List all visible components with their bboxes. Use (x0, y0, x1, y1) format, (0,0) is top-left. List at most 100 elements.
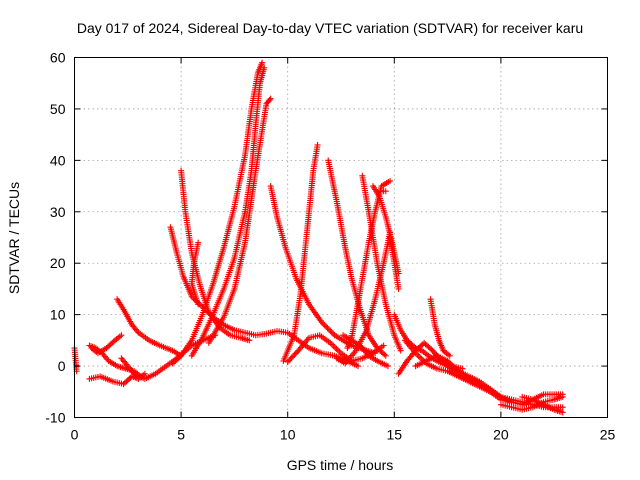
data-point (381, 351, 388, 358)
data-point (559, 409, 566, 416)
data-point (331, 344, 338, 351)
data-point (294, 349, 301, 356)
data-point (382, 352, 389, 359)
data-point (118, 332, 125, 339)
data-point (176, 354, 183, 361)
data-point (195, 301, 202, 308)
data-point (106, 342, 113, 349)
data-point (446, 352, 453, 359)
data-point (169, 360, 176, 367)
data-point (292, 350, 299, 357)
data-point (321, 322, 328, 329)
data-point (324, 325, 331, 332)
series-arc-5 (114, 296, 185, 359)
data-point (320, 320, 327, 327)
data-point (107, 341, 114, 348)
data-point (330, 342, 337, 349)
data-point (459, 365, 466, 372)
data-point (197, 302, 204, 309)
data-point (284, 358, 291, 365)
data-point (327, 327, 334, 334)
data-point (124, 377, 131, 384)
data-point (379, 350, 386, 357)
chart-title: Day 017 of 2024, Sidereal Day-to-day VTE… (77, 20, 583, 36)
data-point (559, 404, 566, 411)
data-point (328, 341, 335, 348)
series-arc-30 (487, 388, 566, 408)
data-point (103, 345, 110, 352)
data-point (382, 188, 389, 195)
data-point (141, 370, 148, 377)
data-point (328, 329, 335, 336)
data-marks (71, 59, 566, 416)
data-point (120, 381, 127, 388)
series-arc-22 (380, 188, 389, 195)
data-point (421, 339, 428, 346)
data-point (267, 95, 274, 102)
series-arc-16 (325, 157, 389, 359)
y-tick-label: 40 (50, 152, 66, 168)
data-point (286, 357, 293, 364)
data-point (395, 285, 402, 292)
data-point (425, 343, 432, 350)
data-point (380, 342, 387, 349)
series-arc-11 (188, 239, 202, 308)
data-point (415, 345, 422, 352)
x-tick-label: 5 (177, 427, 185, 443)
data-point (314, 141, 321, 148)
data-point (287, 356, 294, 363)
data-point (375, 346, 382, 353)
x-tick-label: 10 (280, 427, 296, 443)
data-point (415, 353, 422, 360)
y-tick-label: 30 (50, 204, 66, 220)
series-arc-14 (280, 141, 321, 364)
y-tick-label: 0 (58, 358, 66, 374)
y-tick-label: -10 (45, 410, 65, 426)
data-point (377, 347, 384, 354)
data-point (423, 342, 430, 349)
data-point (333, 345, 340, 352)
x-tick-label: 20 (493, 427, 509, 443)
data-point (334, 347, 341, 354)
data-point (290, 353, 297, 360)
data-point (422, 341, 429, 348)
data-point (416, 343, 423, 350)
series-arc-20 (359, 172, 404, 354)
series-arc-1 (71, 345, 80, 375)
data-point (173, 356, 180, 363)
y-tick-label: 10 (50, 307, 66, 323)
data-point (384, 363, 391, 370)
data-point (378, 348, 385, 355)
data-point (336, 348, 343, 355)
data-point (126, 375, 133, 382)
data-point (325, 326, 332, 333)
data-point (323, 323, 330, 330)
data-point (288, 354, 295, 361)
y-axis-label: SDTVAR / TECUs (6, 182, 22, 294)
series-arc-18 (340, 332, 391, 370)
y-tick-label: 20 (50, 255, 66, 271)
axis-ticks: 0 5 10 15 20 25 -10 0 10 20 30 40 50 60 (45, 50, 615, 443)
data-point (104, 343, 111, 350)
data-point (172, 357, 179, 364)
x-tick-label: 15 (387, 427, 403, 443)
data-point (374, 345, 381, 352)
data-point (291, 351, 298, 358)
series-arc-4 (88, 332, 125, 357)
x-axis-label: GPS time / hours (287, 457, 394, 473)
data-point (330, 330, 337, 337)
data-point (170, 359, 177, 366)
series-arc-10 (188, 64, 268, 359)
data-point (261, 64, 268, 71)
data-point (123, 378, 130, 385)
data-point (109, 339, 116, 346)
data-point (110, 338, 117, 345)
data-point (397, 347, 404, 354)
data-point (266, 96, 273, 103)
series-arc-21 (369, 183, 402, 277)
series-arc-27 (427, 296, 453, 359)
data-point (318, 319, 325, 326)
series-arc-31 (497, 393, 566, 413)
y-tick-label: 60 (50, 50, 66, 66)
